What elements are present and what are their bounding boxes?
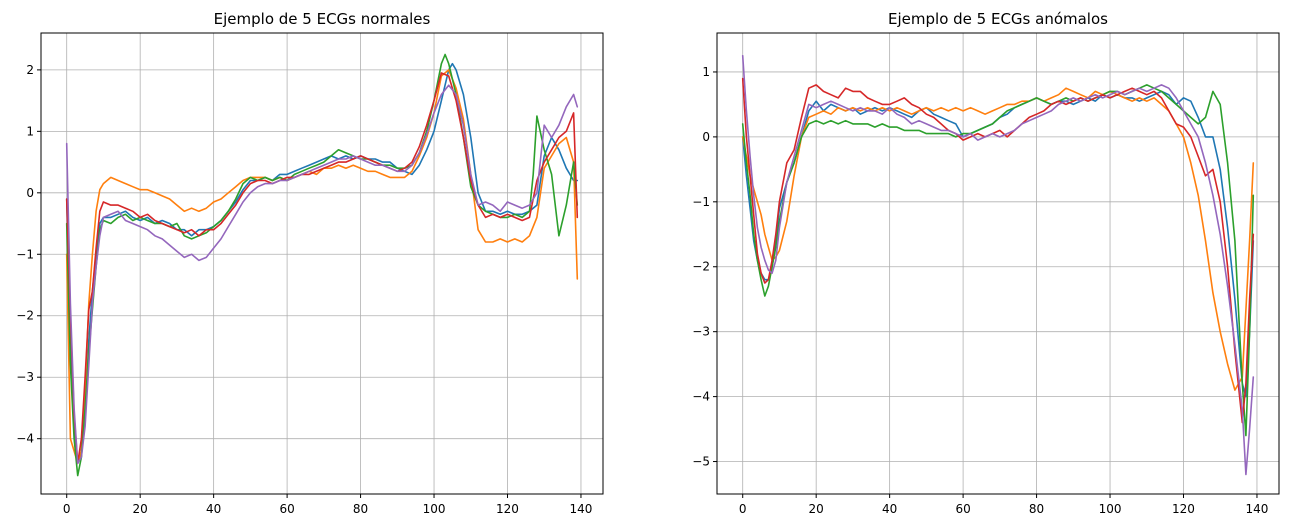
y-tick-label: 1: [26, 124, 34, 138]
x-tick-label: 100: [423, 502, 446, 516]
plot-frame: [716, 32, 1280, 495]
y-tick-label: −2: [16, 309, 34, 323]
chart-title: Ejemplo de 5 ECGs anómalos: [888, 10, 1108, 28]
x-tick-label: 20: [133, 502, 148, 516]
x-axis: 0 20 40 60 80 100 120 140: [739, 494, 1269, 516]
y-tick-label: 0: [26, 186, 34, 200]
series-line-3: [741, 84, 1255, 437]
y-axis: −4 −3 −2 −1 0 1 2: [16, 63, 41, 446]
series-line-2: [741, 87, 1255, 391]
series-line-4: [65, 72, 579, 465]
series-line-4: [741, 77, 1255, 424]
x-tick-label: 140: [1246, 502, 1269, 516]
plot-frame: [40, 32, 604, 495]
chart-title: Ejemplo de 5 ECGs normales: [214, 10, 431, 28]
grid: [41, 33, 603, 494]
x-tick-label: 80: [1029, 502, 1044, 516]
y-tick-label: 1: [702, 65, 710, 79]
series-line-2: [65, 69, 579, 465]
y-tick-label: 0: [702, 130, 710, 144]
y-tick-label: 2: [26, 63, 34, 77]
series-line-1: [65, 62, 579, 465]
x-tick-label: 20: [809, 502, 824, 516]
y-tick-label: −3: [16, 370, 34, 384]
x-tick-label: 60: [279, 502, 294, 516]
x-axis: 0 20 40 60 80 100 120 140: [63, 494, 593, 516]
series-lines: [741, 54, 1255, 476]
y-tick-label: −1: [692, 195, 710, 209]
grid: [717, 33, 1279, 494]
x-tick-label: 120: [496, 502, 519, 516]
x-tick-label: 120: [1172, 502, 1195, 516]
x-tick-label: 40: [882, 502, 897, 516]
y-tick-label: −4: [16, 432, 34, 446]
x-tick-label: 0: [63, 502, 71, 516]
series-line-3: [65, 53, 579, 477]
chart-normal-ecgs: Ejemplo de 5 ECGs normales 0 20 40 60 80 100 1…: [16, 10, 604, 516]
chart-anomalous-ecgs: Ejemplo de 5 ECGs anómalos 0 20 40 60 80 100 1…: [692, 10, 1280, 516]
x-tick-label: 40: [206, 502, 221, 516]
series-line-5: [65, 84, 579, 465]
y-axis: −5 −4 −3 −2 −1 0 1: [692, 65, 717, 469]
y-tick-label: −3: [692, 325, 710, 339]
y-tick-label: −2: [692, 260, 710, 274]
x-tick-label: 0: [739, 502, 747, 516]
y-tick-label: −5: [692, 455, 710, 469]
y-tick-label: −4: [692, 390, 710, 404]
x-tick-label: 80: [353, 502, 368, 516]
series-lines: [65, 53, 579, 477]
x-tick-label: 60: [955, 502, 970, 516]
x-tick-label: 140: [570, 502, 593, 516]
x-tick-label: 100: [1099, 502, 1122, 516]
series-line-5: [741, 54, 1255, 476]
y-tick-label: −1: [16, 247, 34, 261]
